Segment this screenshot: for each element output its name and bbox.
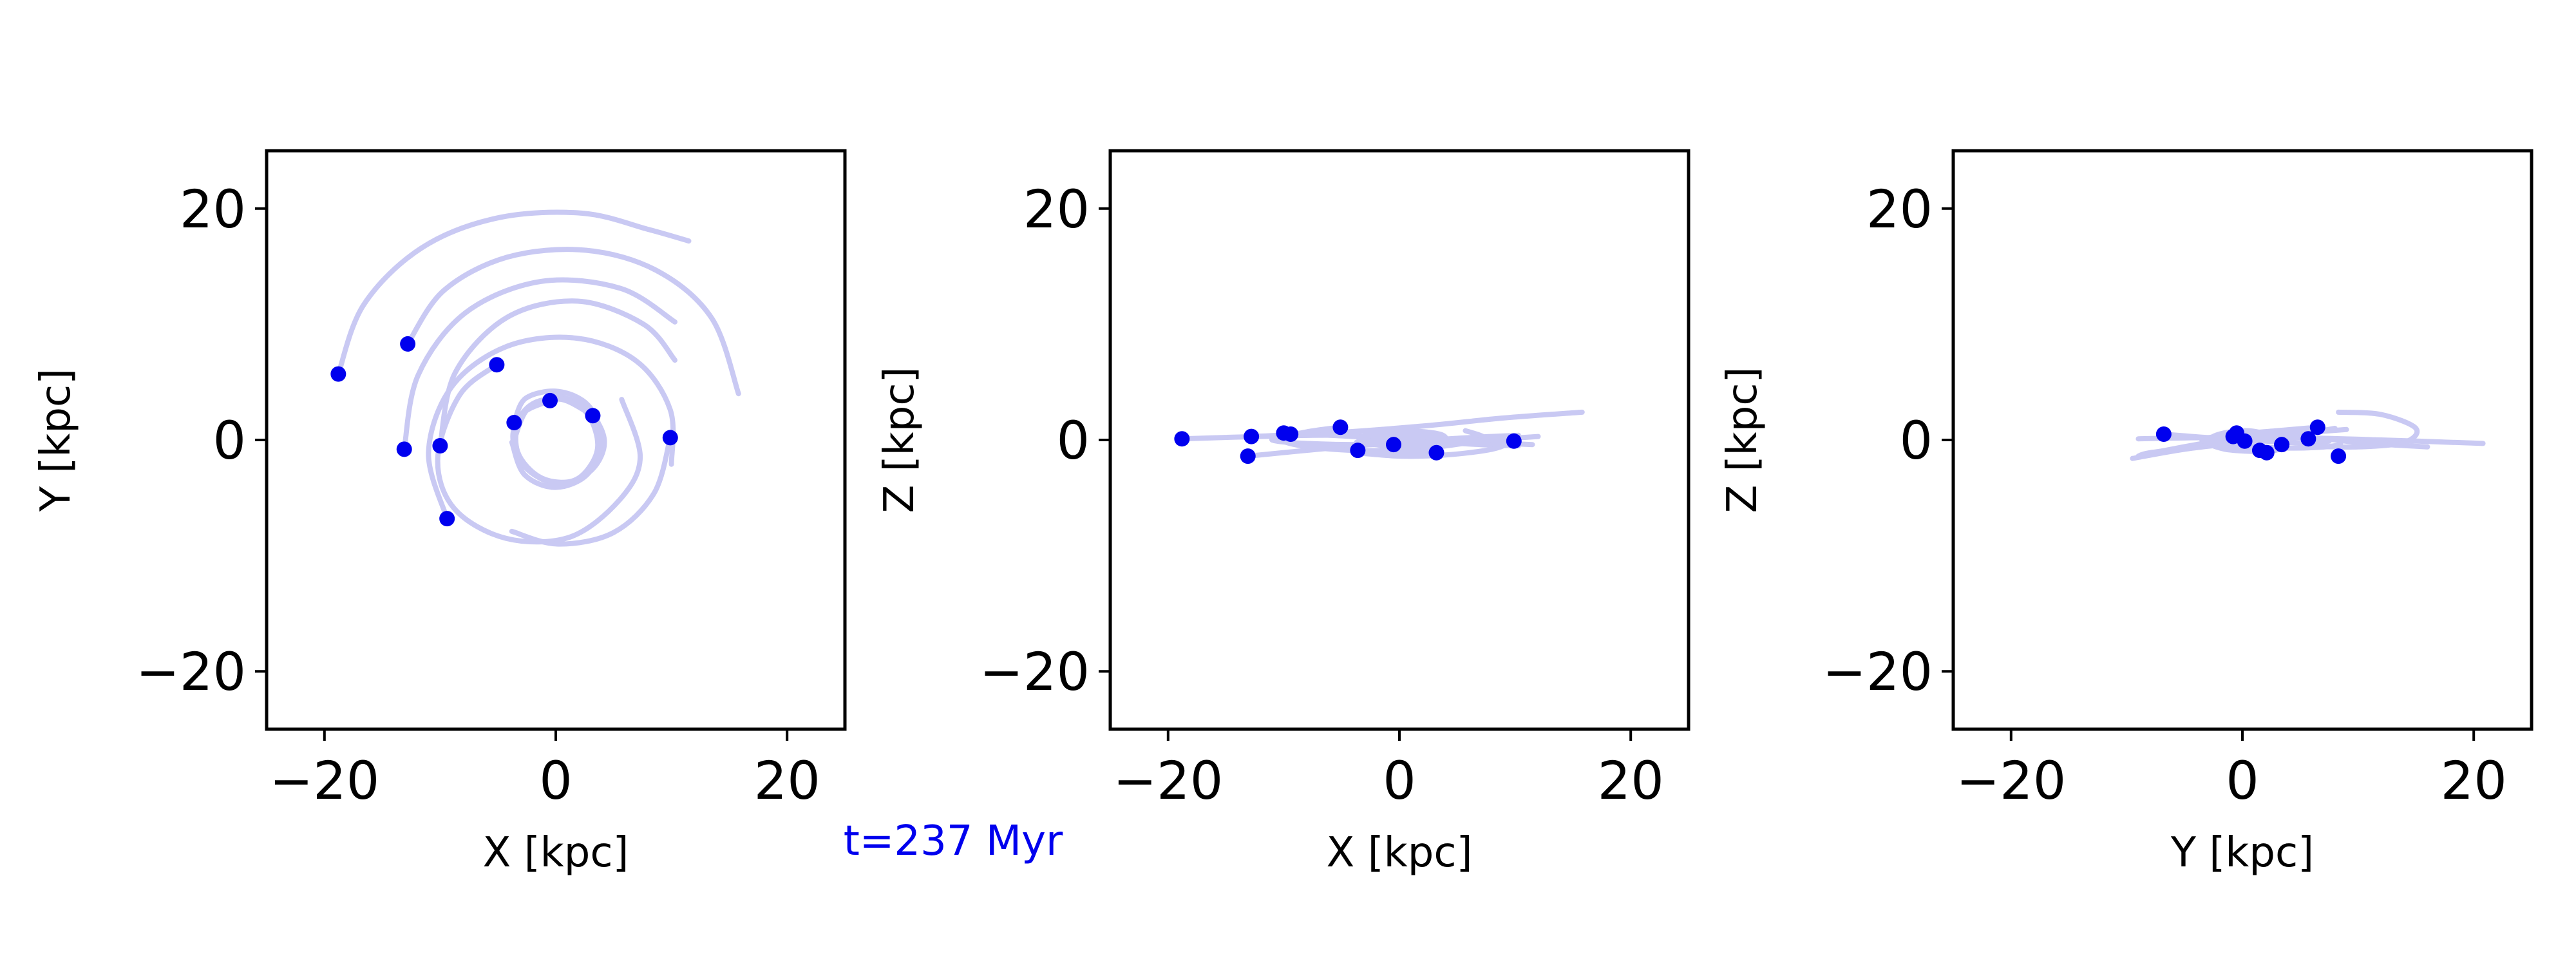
plot-area	[1174, 409, 1585, 464]
cluster-point-3	[542, 392, 558, 408]
cluster-point-5	[1350, 443, 1366, 459]
panel-yz: −20 0 20 −20 0 20 Y [kpc] Z [kpc]	[1719, 149, 2533, 877]
cluster-point-7	[1240, 448, 1256, 464]
x-tick-label: 20	[2441, 751, 2507, 812]
orbit-trail-3	[437, 298, 677, 448]
panel-xy: −20 0 20 −20 0 20 X [kpc] Y [kpc]	[32, 149, 847, 877]
cluster-point-9	[439, 511, 455, 527]
cluster-point-4	[1428, 444, 1444, 461]
panel-xz: −20 0 20 −20 0 20 X [kpc] Z [kpc]	[876, 149, 1690, 877]
y-tick-label: 20	[1023, 180, 1090, 240]
cluster-point-0	[1174, 431, 1190, 447]
cluster-point-9	[1283, 426, 1299, 443]
y-tick-label: 20	[180, 180, 246, 240]
cluster-point-2	[1332, 419, 1349, 435]
plot-area	[330, 209, 741, 547]
y-tick-label: 0	[1056, 411, 1090, 472]
y-tick-label: 0	[1899, 411, 1933, 472]
orbit-trail-9	[509, 388, 604, 490]
cluster-point-3	[1386, 437, 1402, 453]
x-tick-label: 0	[2226, 751, 2259, 812]
orbit-trail-6	[509, 435, 673, 547]
orbit-trail-9	[2297, 409, 2420, 450]
y-tick-label: 20	[1866, 180, 1933, 240]
cluster-point-3	[2274, 437, 2290, 453]
cluster-point-2	[489, 357, 505, 373]
cluster-point-5	[506, 415, 522, 431]
cluster-point-2	[2309, 419, 2325, 435]
cluster-point-5	[2251, 443, 2268, 459]
orbit-trail-1	[405, 247, 741, 397]
cluster-point-9	[2155, 426, 2172, 443]
cluster-point-8	[432, 437, 448, 453]
orbit-trail-5	[426, 334, 676, 522]
orbit-trail-0	[336, 209, 692, 377]
orbit-trail-3	[1281, 430, 1521, 448]
cluster-point-8	[2229, 425, 2245, 441]
y-tick-label: 0	[213, 411, 246, 472]
x-tick-label: 0	[1383, 751, 1416, 812]
orbit-trail-9	[1354, 429, 1448, 457]
cluster-point-0	[2300, 431, 2316, 447]
cluster-point-0	[330, 366, 346, 382]
y-axis-label: Y [kpc]	[32, 368, 80, 512]
y-axis-label: Z [kpc]	[1719, 367, 1766, 513]
x-axis-label: X [kpc]	[483, 829, 629, 877]
x-tick-label: 0	[539, 751, 573, 812]
cluster-point-7	[396, 441, 412, 457]
plot-area	[2130, 409, 2486, 464]
y-tick-label: −20	[1823, 642, 1933, 703]
time-label: t=237 Myr	[844, 817, 1063, 865]
cluster-point-6	[1506, 433, 1522, 449]
orbit-trail-4	[435, 362, 643, 545]
x-tick-label: −20	[1113, 751, 1223, 812]
x-tick-label: −20	[269, 751, 379, 812]
orbit-trail-2	[401, 277, 677, 452]
axes-frame	[265, 149, 847, 731]
x-tick-label: 20	[754, 751, 820, 812]
x-axis-label: Y [kpc]	[2170, 829, 2314, 877]
cluster-point-6	[662, 430, 678, 446]
y-tick-label: −20	[136, 642, 246, 703]
cluster-point-1	[400, 336, 416, 352]
orbit-trail-5	[2161, 432, 2332, 446]
x-tick-label: −20	[1956, 751, 2066, 812]
x-tick-label: 20	[1598, 751, 1664, 812]
y-tick-label: −20	[980, 642, 1090, 703]
cluster-point-1	[2331, 448, 2347, 464]
cluster-point-4	[585, 408, 601, 424]
x-axis-label: X [kpc]	[1327, 829, 1473, 877]
y-axis-label: Z [kpc]	[876, 367, 923, 513]
cluster-point-1	[1244, 428, 1260, 444]
orbit-trail-8	[511, 396, 601, 485]
